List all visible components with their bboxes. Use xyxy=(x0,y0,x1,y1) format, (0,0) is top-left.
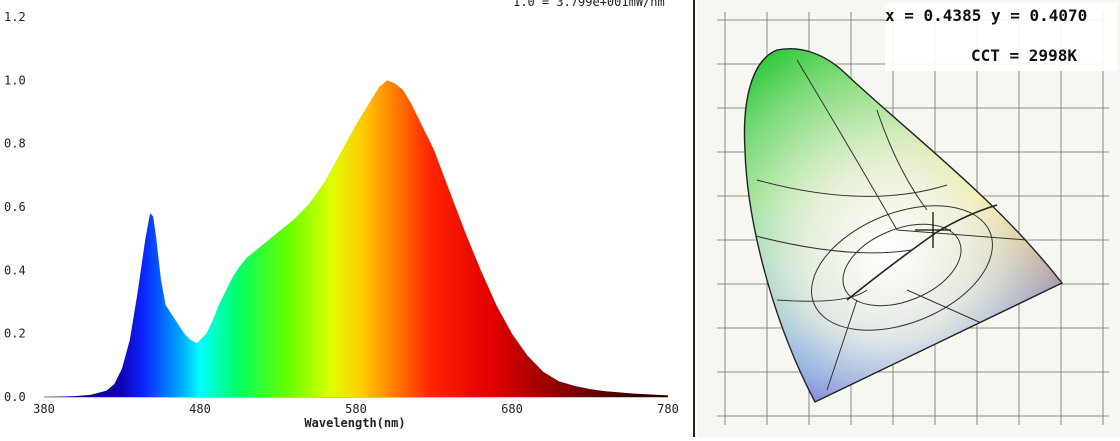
x-tick-label: 780 xyxy=(657,402,679,416)
x-tick-label: 480 xyxy=(189,402,211,416)
readout-background xyxy=(885,3,1117,71)
cct-readout: CCT = 2998K xyxy=(971,46,1077,65)
panel-divider xyxy=(693,0,695,437)
crosshair-marker xyxy=(915,212,951,248)
y-tick-label: 0.4 xyxy=(4,263,26,277)
chromaticity-readout: x = 0.4385 y = 0.4070 xyxy=(885,6,1087,25)
spectral-power-distribution-chart: 0.0 0.2 0.4 0.6 0.8 1.0 1.2 380 480 580 680 780 1.0… xyxy=(4,0,679,430)
x-axis-label: Wavelength(nm) xyxy=(304,416,405,430)
locus-outline xyxy=(743,48,1064,403)
y-tick-label: 0.2 xyxy=(4,327,26,341)
spectrum-panel: 0.0 0.2 0.4 0.6 0.8 1.0 1.2 380 480 580 680 780 1.0… xyxy=(4,0,679,430)
header-text: 1.0 = 3.799e+001mW/nm xyxy=(513,0,665,9)
cie-chromaticity-diagram: x = 0.4385 y = 0.4070 CCT = 2998K xyxy=(697,0,1120,437)
y-tick-label: 0.0 xyxy=(4,390,26,404)
x-tick-label: 380 xyxy=(33,402,55,416)
y-tick-label: 1.2 xyxy=(4,10,26,24)
x-tick-label: 680 xyxy=(501,402,523,416)
planckian-locus xyxy=(846,204,998,301)
spectrum-area xyxy=(44,80,668,398)
cie-panel: x = 0.4385 y = 0.4070 CCT = 2998K xyxy=(697,0,1120,437)
x-tick-label: 580 xyxy=(345,402,367,416)
y-tick-label: 0.6 xyxy=(4,200,26,214)
y-tick-label: 1.0 xyxy=(4,73,26,87)
y-tick-label: 0.8 xyxy=(4,137,26,151)
